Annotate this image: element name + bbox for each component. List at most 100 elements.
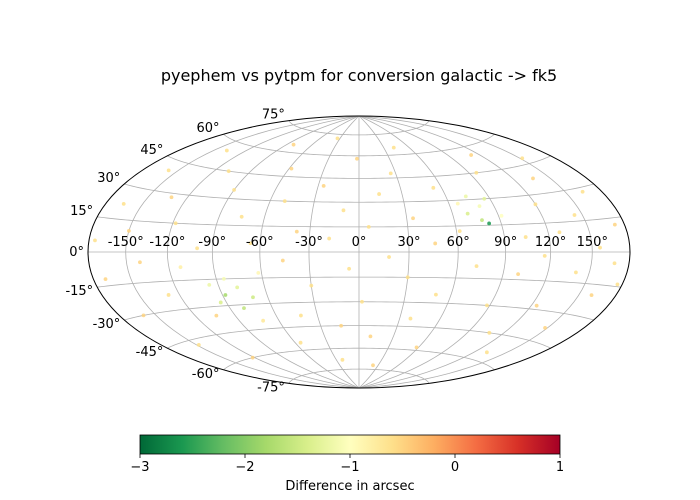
y-tick-label: 15° [70,204,93,219]
data-point [368,334,373,339]
data-point [335,136,340,141]
y-tick-label: -60° [192,367,220,382]
data-point [169,195,174,200]
data-point [371,363,375,368]
data-point [256,270,261,275]
data-point [572,213,577,217]
data-point [516,272,521,277]
y-tick-label: 75° [262,108,285,123]
data-point [248,241,253,246]
data-point [251,295,255,300]
data-point [218,300,223,305]
data-points [93,136,620,368]
data-point [533,202,538,207]
data-point [360,299,364,304]
parallel-line [124,301,594,321]
data-point [195,246,200,251]
data-point [411,216,415,221]
data-point [294,229,299,234]
data-point [166,168,171,173]
data-point [543,325,547,330]
data-point [138,260,142,265]
data-point [487,330,492,335]
data-point [242,306,246,311]
data-point [347,266,351,271]
data-point [499,213,504,218]
data-point [615,282,620,287]
data-point [299,313,303,318]
x-tick-label: 60° [447,235,470,250]
data-point [223,293,228,297]
y-tick-label: -30° [93,317,121,332]
data-point [589,293,594,298]
data-point [121,201,126,206]
data-point [377,192,381,196]
data-point [235,285,240,290]
data-point [327,236,332,241]
parallel-line [288,368,430,384]
chart-title: pyephem vs pytpm for conversion galactic… [161,66,557,85]
data-point [557,230,562,235]
data-point [520,156,525,161]
data-point [531,176,535,181]
data-point [474,264,479,268]
data-point [261,318,266,323]
y-tick-labels: 75° 60° 45° 30° 15° 0° -15° -30° -45° -60° -75° [65,108,284,396]
data-point [355,156,359,161]
x-tick-label: 90° [494,235,517,250]
x-tick-label: -90° [198,235,226,250]
data-point [485,303,489,308]
data-point [93,238,97,243]
data-point [207,282,212,287]
parallel-line [288,120,430,136]
data-point [173,221,178,226]
x-tick-label: 120° [535,235,566,250]
data-point [282,199,287,204]
x-tick-label: 0° [352,235,367,250]
data-point [141,313,146,318]
data-point [366,224,371,229]
data-point [289,166,294,171]
data-point [280,258,285,263]
parallel-line [97,216,621,228]
data-point [465,211,470,216]
data-point [580,189,585,194]
data-point [232,188,236,192]
colorbar-tick-label: −1 [340,460,359,475]
parallel-line [167,155,551,179]
y-tick-label: 0° [69,245,84,260]
data-point [484,350,489,355]
y-tick-label: 45° [140,143,163,158]
colorbar-ticks: −3 −2 −1 0 1 [130,454,564,475]
data-point [341,208,346,213]
colorbar-tick-label: −3 [130,460,149,475]
data-point [598,245,602,250]
data-point [388,171,393,176]
data-point [534,303,539,308]
colorbar-tick-label: −2 [235,460,254,475]
y-tick-label: 60° [196,121,219,136]
data-point [250,355,255,360]
data-point [463,194,468,199]
data-point [477,204,482,209]
data-point [298,340,303,345]
data-point [196,342,201,347]
data-point [340,357,345,362]
data-point [457,229,462,234]
x-tick-label: 150° [577,235,608,250]
colorbar-tick-label: 1 [556,460,564,475]
data-point [309,283,314,288]
data-point [487,221,492,226]
data-point [405,275,410,280]
colorbar: −3 −2 −1 0 1 Difference in arcsec [130,434,564,494]
data-point [482,196,487,201]
data-point [523,235,528,239]
data-point [103,277,108,282]
data-point [480,218,484,223]
graticule [88,115,630,389]
data-point [239,214,244,219]
data-point [431,185,436,190]
data-point [226,169,231,174]
data-point [612,222,617,227]
